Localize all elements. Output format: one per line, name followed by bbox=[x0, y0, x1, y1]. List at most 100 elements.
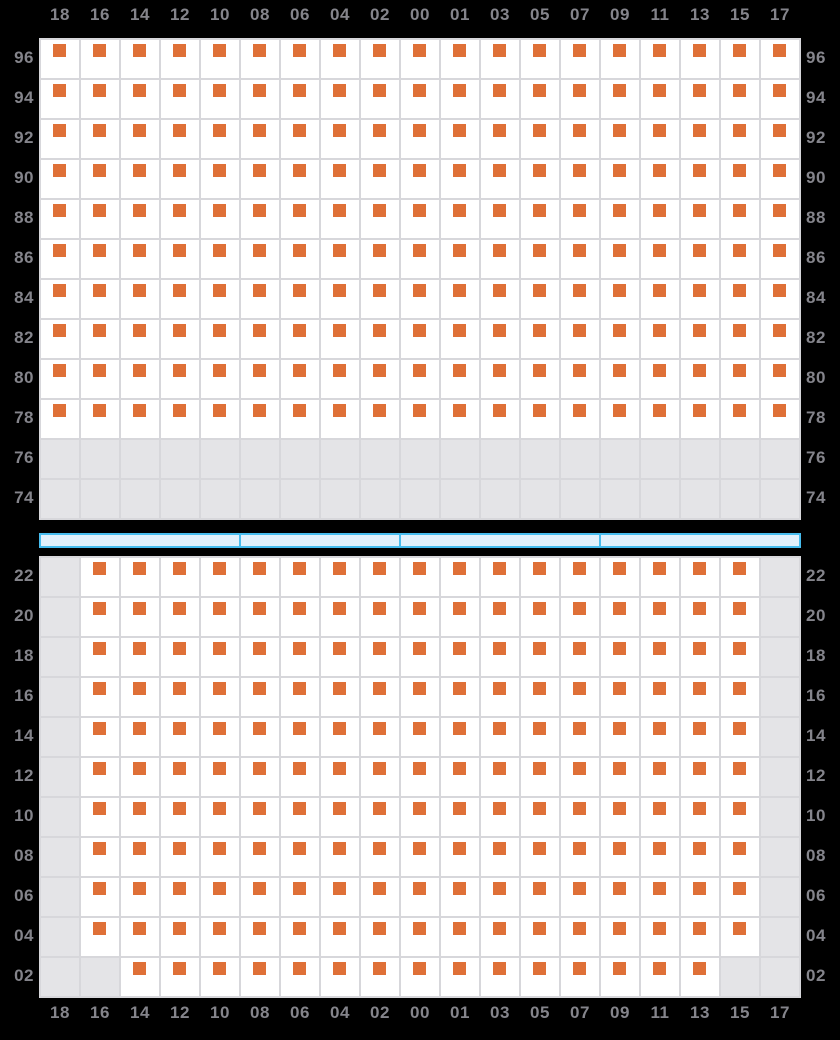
grid-cell[interactable] bbox=[240, 717, 280, 757]
grid-cell[interactable] bbox=[560, 677, 600, 717]
grid-cell[interactable] bbox=[200, 199, 240, 239]
grid-cell[interactable] bbox=[200, 677, 240, 717]
grid-cell[interactable] bbox=[240, 557, 280, 597]
grid-cell[interactable] bbox=[80, 757, 120, 797]
grid-cell[interactable] bbox=[600, 677, 640, 717]
grid-cell[interactable] bbox=[720, 359, 760, 399]
grid-cell[interactable] bbox=[520, 79, 560, 119]
grid-cell[interactable] bbox=[360, 319, 400, 359]
grid-cell[interactable] bbox=[280, 957, 320, 997]
grid-cell[interactable] bbox=[600, 159, 640, 199]
grid-cell[interactable] bbox=[280, 399, 320, 439]
grid-cell[interactable] bbox=[560, 757, 600, 797]
grid-cell[interactable] bbox=[120, 557, 160, 597]
grid-cell[interactable] bbox=[280, 79, 320, 119]
grid-cell[interactable] bbox=[680, 957, 720, 997]
grid-cell[interactable] bbox=[120, 757, 160, 797]
grid-cell[interactable] bbox=[680, 877, 720, 917]
grid-cell[interactable] bbox=[200, 359, 240, 399]
grid-cell[interactable] bbox=[320, 319, 360, 359]
grid-cell[interactable] bbox=[480, 79, 520, 119]
grid-cell[interactable] bbox=[80, 79, 120, 119]
grid-cell[interactable] bbox=[560, 837, 600, 877]
grid-cell[interactable] bbox=[40, 279, 80, 319]
grid-cell[interactable] bbox=[520, 637, 560, 677]
grid-cell[interactable] bbox=[40, 239, 80, 279]
grid-cell[interactable] bbox=[440, 319, 480, 359]
grid-cell[interactable] bbox=[320, 239, 360, 279]
grid-cell[interactable] bbox=[320, 159, 360, 199]
grid-cell[interactable] bbox=[320, 359, 360, 399]
grid-cell[interactable] bbox=[560, 39, 600, 79]
grid-cell[interactable] bbox=[520, 757, 560, 797]
grid-cell[interactable] bbox=[520, 597, 560, 637]
grid-cell[interactable] bbox=[320, 637, 360, 677]
grid-cell[interactable] bbox=[640, 279, 680, 319]
grid-cell[interactable] bbox=[320, 757, 360, 797]
grid-cell[interactable] bbox=[520, 917, 560, 957]
grid-cell[interactable] bbox=[600, 597, 640, 637]
grid-cell[interactable] bbox=[520, 677, 560, 717]
grid-cell[interactable] bbox=[80, 359, 120, 399]
grid-cell[interactable] bbox=[320, 79, 360, 119]
grid-cell[interactable] bbox=[320, 399, 360, 439]
grid-cell[interactable] bbox=[80, 837, 120, 877]
grid-cell[interactable] bbox=[200, 557, 240, 597]
grid-cell[interactable] bbox=[120, 159, 160, 199]
grid-cell[interactable] bbox=[120, 279, 160, 319]
grid-cell[interactable] bbox=[560, 877, 600, 917]
grid-cell[interactable] bbox=[240, 239, 280, 279]
grid-cell[interactable] bbox=[440, 797, 480, 837]
grid-cell[interactable] bbox=[440, 399, 480, 439]
grid-cell[interactable] bbox=[440, 917, 480, 957]
grid-cell[interactable] bbox=[160, 677, 200, 717]
grid-cell[interactable] bbox=[40, 79, 80, 119]
grid-cell[interactable] bbox=[40, 119, 80, 159]
grid-cell[interactable] bbox=[360, 79, 400, 119]
grid-cell[interactable] bbox=[40, 319, 80, 359]
grid-cell[interactable] bbox=[240, 877, 280, 917]
grid-cell[interactable] bbox=[720, 239, 760, 279]
grid-cell[interactable] bbox=[720, 637, 760, 677]
grid-cell[interactable] bbox=[200, 837, 240, 877]
grid-cell[interactable] bbox=[240, 79, 280, 119]
grid-cell[interactable] bbox=[240, 797, 280, 837]
grid-cell[interactable] bbox=[120, 319, 160, 359]
grid-cell[interactable] bbox=[600, 877, 640, 917]
grid-cell[interactable] bbox=[320, 797, 360, 837]
grid-cell[interactable] bbox=[160, 557, 200, 597]
grid-cell[interactable] bbox=[80, 557, 120, 597]
grid-cell[interactable] bbox=[80, 717, 120, 757]
grid-cell[interactable] bbox=[160, 79, 200, 119]
grid-cell[interactable] bbox=[400, 359, 440, 399]
grid-cell[interactable] bbox=[240, 917, 280, 957]
grid-cell[interactable] bbox=[400, 239, 440, 279]
grid-cell[interactable] bbox=[560, 79, 600, 119]
grid-cell[interactable] bbox=[40, 399, 80, 439]
grid-cell[interactable] bbox=[400, 159, 440, 199]
grid-cell[interactable] bbox=[440, 239, 480, 279]
grid-cell[interactable] bbox=[80, 399, 120, 439]
grid-cell[interactable] bbox=[360, 399, 400, 439]
grid-cell[interactable] bbox=[120, 917, 160, 957]
grid-cell[interactable] bbox=[160, 399, 200, 439]
grid-cell[interactable] bbox=[640, 637, 680, 677]
grid-cell[interactable] bbox=[400, 917, 440, 957]
grid-cell[interactable] bbox=[440, 39, 480, 79]
grid-cell[interactable] bbox=[360, 159, 400, 199]
grid-cell[interactable] bbox=[280, 837, 320, 877]
grid-cell[interactable] bbox=[360, 557, 400, 597]
grid-cell[interactable] bbox=[200, 39, 240, 79]
grid-cell[interactable] bbox=[120, 717, 160, 757]
grid-cell[interactable] bbox=[560, 957, 600, 997]
grid-cell[interactable] bbox=[560, 637, 600, 677]
grid-cell[interactable] bbox=[720, 877, 760, 917]
grid-cell[interactable] bbox=[120, 399, 160, 439]
grid-cell[interactable] bbox=[680, 359, 720, 399]
grid-cell[interactable] bbox=[720, 557, 760, 597]
grid-cell[interactable] bbox=[600, 39, 640, 79]
grid-cell[interactable] bbox=[320, 119, 360, 159]
grid-cell[interactable] bbox=[200, 399, 240, 439]
grid-cell[interactable] bbox=[480, 199, 520, 239]
grid-cell[interactable] bbox=[680, 677, 720, 717]
